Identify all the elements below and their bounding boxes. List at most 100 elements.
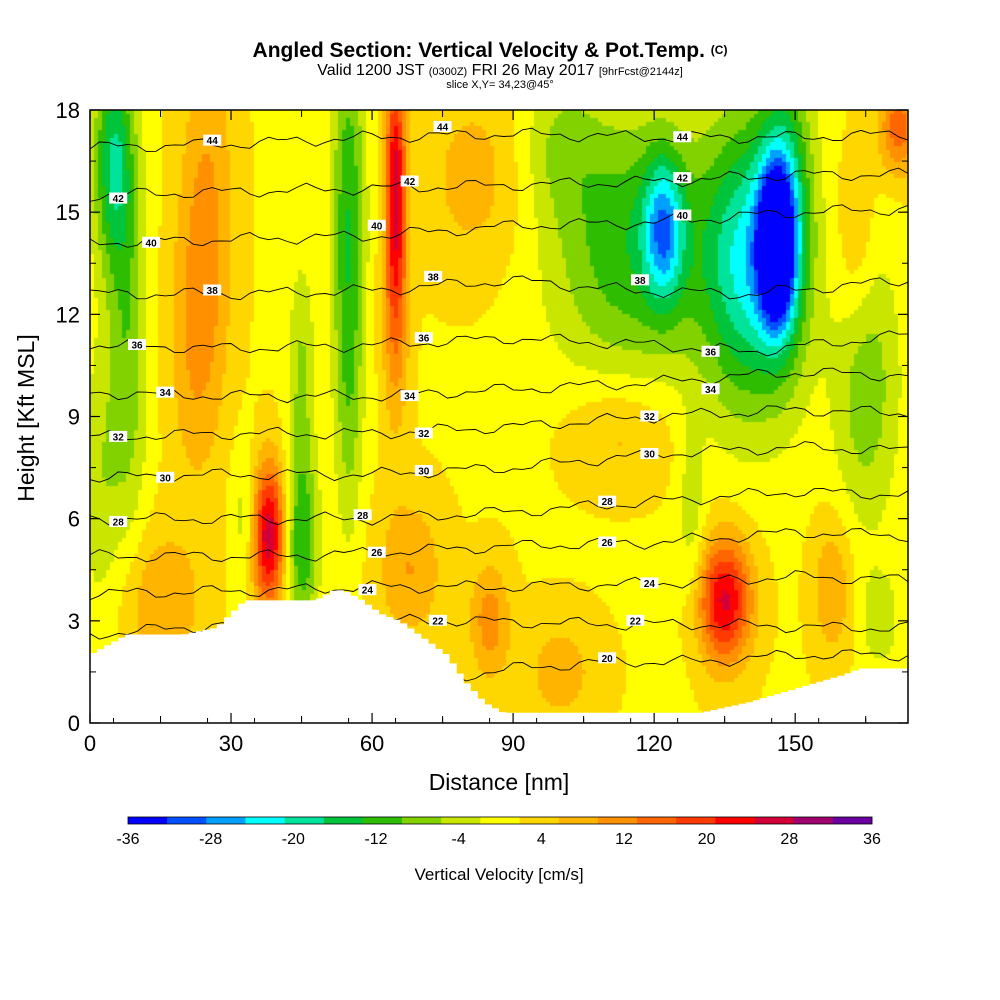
title-mark: (C) <box>711 43 728 57</box>
subtitle-utc: (0300Z) <box>429 66 468 78</box>
contour-label-28: 28 <box>353 509 372 522</box>
isotherm-42 <box>90 167 908 202</box>
terrain-mask <box>90 590 908 723</box>
svg-text:38: 38 <box>428 272 440 283</box>
subtitle-date: FRI 26 May 2017 <box>472 62 595 79</box>
isotherm-24 <box>90 570 908 601</box>
colorbar-tick-label: 36 <box>863 831 881 848</box>
svg-text:22: 22 <box>432 616 444 627</box>
y-tick-label: 12 <box>56 302 80 327</box>
contour-label-36: 36 <box>701 345 720 358</box>
svg-text:44: 44 <box>437 123 449 134</box>
colorbar-swatch <box>754 817 794 824</box>
colorbar-tick-label: 20 <box>698 831 716 848</box>
svg-text:38: 38 <box>634 276 646 287</box>
colorbar-swatch <box>676 817 716 824</box>
x-tick-label: 60 <box>360 731 384 756</box>
contour-label-40: 40 <box>673 209 692 222</box>
svg-text:40: 40 <box>677 211 689 222</box>
svg-text:30: 30 <box>160 473 172 484</box>
svg-text:38: 38 <box>207 286 219 297</box>
colorbar-swatch <box>637 817 677 824</box>
terrain <box>90 590 908 723</box>
colorbar-swatch <box>167 817 207 824</box>
contour-label-28: 28 <box>109 516 128 529</box>
potential-temperature-contours <box>90 127 908 702</box>
svg-text:40: 40 <box>146 238 158 249</box>
colorbar-tick-label: 4 <box>537 831 546 848</box>
svg-text:32: 32 <box>418 429 430 440</box>
contour-label-32: 32 <box>109 430 128 443</box>
colorbar-swatch <box>441 817 481 824</box>
y-tick-label: 6 <box>68 507 80 532</box>
contour-label-20: 20 <box>598 652 617 665</box>
svg-text:32: 32 <box>644 412 656 423</box>
contour-label-24: 24 <box>358 584 377 597</box>
contour-label-26: 26 <box>598 536 617 549</box>
svg-text:42: 42 <box>113 194 125 205</box>
y-tick-label: 0 <box>68 711 80 736</box>
contour-label-40: 40 <box>142 236 161 249</box>
y-tick-label: 18 <box>56 98 80 123</box>
contour-label-44: 44 <box>433 121 452 134</box>
svg-text:44: 44 <box>207 136 219 147</box>
contour-label-36: 36 <box>414 332 433 345</box>
isotherm-44 <box>90 127 908 153</box>
svg-text:32: 32 <box>113 432 125 443</box>
svg-text:28: 28 <box>357 511 369 522</box>
svg-text:24: 24 <box>644 579 656 590</box>
isotherm-40 <box>90 204 908 248</box>
svg-text:26: 26 <box>602 538 614 549</box>
svg-text:36: 36 <box>131 340 143 351</box>
contour-label-26: 26 <box>367 546 386 559</box>
svg-text:30: 30 <box>418 466 430 477</box>
colorbar-swatch <box>206 817 246 824</box>
svg-text:36: 36 <box>418 334 430 345</box>
svg-text:28: 28 <box>113 518 125 529</box>
svg-text:22: 22 <box>630 616 642 627</box>
x-axis-ticks: 0 30 60 90 120 150 <box>84 110 867 756</box>
contour-label-22: 22 <box>626 614 645 627</box>
colorbar-swatch <box>402 817 442 824</box>
subtitle-valid: Valid 1200 JST <box>317 62 425 79</box>
isotherm-34 <box>90 367 908 404</box>
contour-label-38: 38 <box>424 270 443 283</box>
colorbar-tick-label: 28 <box>780 831 798 848</box>
y-tick-label: 3 <box>68 609 80 634</box>
colorbar-tick-label: -4 <box>452 831 466 848</box>
chart-title: Angled Section: Vertical Velocity & Pot.… <box>253 39 728 62</box>
svg-text:34: 34 <box>404 392 416 403</box>
svg-text:40: 40 <box>371 221 383 232</box>
slice-label: slice X,Y= 34,23@45° <box>446 79 554 91</box>
isotherm-32 <box>90 405 908 441</box>
colorbar: -36 -28 -20 -12 -4 4 12 20 28 36 <box>116 816 881 848</box>
x-tick-label: 90 <box>501 731 525 756</box>
contour-label-36: 36 <box>128 338 147 351</box>
colorbar-label: Vertical Velocity [cm/s] <box>414 865 583 884</box>
isotherm-38 <box>90 275 908 301</box>
svg-text:42: 42 <box>404 177 416 188</box>
y-tick-label: 15 <box>56 200 80 225</box>
contour-label-38: 38 <box>203 284 222 297</box>
colorbar-swatch <box>245 817 285 824</box>
svg-text:20: 20 <box>602 654 614 665</box>
colorbar-swatch <box>284 817 325 824</box>
contour-label-30: 30 <box>640 447 659 460</box>
colorbar-swatch <box>715 817 755 824</box>
contour-label-44: 44 <box>203 134 222 147</box>
contour-label-32: 32 <box>640 410 659 423</box>
isotherm-30 <box>90 441 908 483</box>
contour-label-42: 42 <box>400 175 419 188</box>
x-tick-label: 150 <box>777 731 814 756</box>
colorbar-swatch <box>793 817 834 824</box>
colorbar-swatch <box>480 817 520 824</box>
contour-label-30: 30 <box>156 471 175 484</box>
isotherm-28 <box>90 487 908 526</box>
contour-label-24: 24 <box>640 577 659 590</box>
contour-label-30: 30 <box>414 464 433 477</box>
colorbar-frame <box>127 816 873 825</box>
contour-label-42: 42 <box>673 172 692 185</box>
contour-label-22: 22 <box>428 614 447 627</box>
contour-label-34: 34 <box>701 383 720 396</box>
